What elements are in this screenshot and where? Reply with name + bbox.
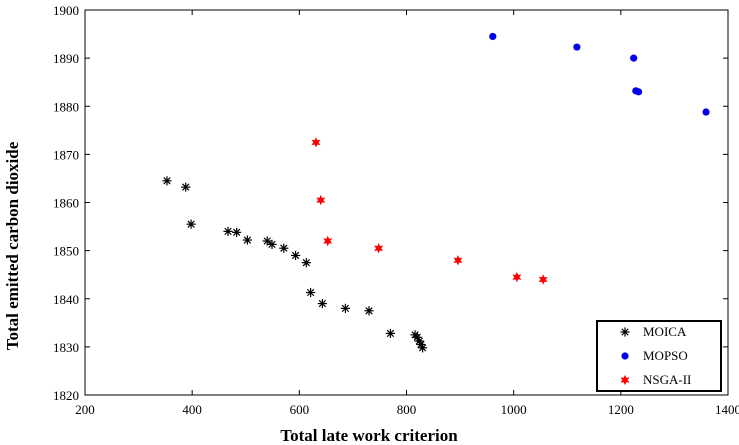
data-point: [385, 328, 396, 338]
legend-marker: [621, 352, 629, 360]
data-point: [267, 239, 277, 249]
data-point: [634, 88, 643, 96]
y-tick-label: 1870: [53, 147, 79, 162]
y-tick-label: 1840: [53, 292, 79, 307]
data-point: [316, 194, 326, 206]
x-tick-label: 600: [290, 402, 310, 417]
legend-marker: [620, 327, 630, 337]
data-point: [573, 43, 581, 51]
data-point: [262, 236, 272, 246]
y-axis-title: Total emitted carbon dioxide: [3, 141, 22, 350]
data-point: [323, 235, 333, 247]
data-point: [162, 176, 172, 186]
x-tick-label: 1200: [608, 402, 634, 417]
data-point: [223, 226, 233, 236]
x-tick-label: 800: [397, 402, 417, 417]
legend-marker: [620, 374, 630, 386]
data-point: [290, 250, 301, 261]
data-point: [279, 243, 289, 253]
y-tick-label: 1820: [53, 388, 79, 403]
data-point: [417, 343, 428, 353]
data-point: [181, 182, 191, 192]
y-tick-labels: 1820 1830 1840 1850 1860 1870 1880 1890 1900: [53, 3, 79, 403]
data-point: [702, 108, 710, 116]
data-point: [630, 54, 638, 62]
y-tick-label: 1900: [53, 3, 79, 18]
data-point: [317, 298, 327, 309]
series-mopso: [489, 32, 710, 116]
series-moica: [162, 176, 428, 353]
legend-label: NSGA-II: [643, 372, 691, 387]
data-point: [301, 258, 311, 268]
x-tick-label: 200: [75, 402, 95, 417]
legend: MOICA MOPSO NSGA-II: [596, 320, 722, 392]
data-point: [512, 271, 522, 283]
x-axis-title: Total late work criterion: [280, 426, 458, 445]
data-point: [305, 287, 316, 298]
legend-label: MOICA: [643, 324, 687, 339]
legend-box: [596, 320, 722, 392]
data-point: [374, 243, 384, 254]
y-tick-label: 1830: [53, 340, 79, 355]
data-point: [489, 32, 497, 41]
axis-ticks: [84, 9, 729, 396]
series-nsga-ii: [311, 137, 548, 285]
data-point: [186, 219, 196, 229]
data-point: [340, 303, 351, 313]
y-tick-label: 1860: [53, 196, 79, 211]
legend-label: MOPSO: [643, 348, 688, 363]
x-tick-label: 400: [182, 402, 202, 417]
data-point: [364, 306, 374, 316]
x-tick-label: 1000: [501, 402, 527, 417]
data-points: [162, 32, 710, 353]
data-point: [311, 137, 321, 148]
data-point: [242, 235, 252, 245]
y-tick-label: 1850: [53, 244, 79, 259]
x-tick-label: 1400: [715, 402, 739, 417]
y-tick-label: 1890: [53, 51, 79, 66]
data-point: [538, 274, 548, 285]
data-point: [232, 227, 242, 237]
data-point: [453, 255, 463, 266]
x-tick-labels: 200 400 600 800 1000 1200 1400: [75, 402, 739, 417]
y-tick-label: 1880: [53, 99, 79, 114]
